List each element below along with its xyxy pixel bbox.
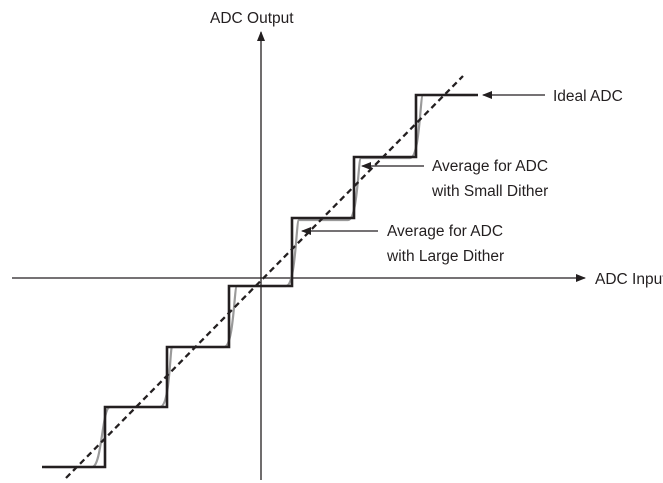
small-dither-label-line2: with Small Dither — [431, 183, 548, 200]
large-dither-average-line — [65, 75, 464, 479]
large-dither-label-line1: Average for ADC — [387, 223, 503, 240]
small-dither-label-line1: Average for ADC — [432, 158, 548, 175]
small-dither-average-curve — [45, 93, 475, 469]
x-axis-label: ADC Input — [595, 271, 663, 288]
ideal-adc-staircase — [42, 93, 478, 469]
y-axis-label: ADC Output — [210, 10, 294, 27]
ideal-adc-label: Ideal ADC — [553, 88, 623, 105]
large-dither-label-line2: with Large Dither — [386, 248, 504, 265]
